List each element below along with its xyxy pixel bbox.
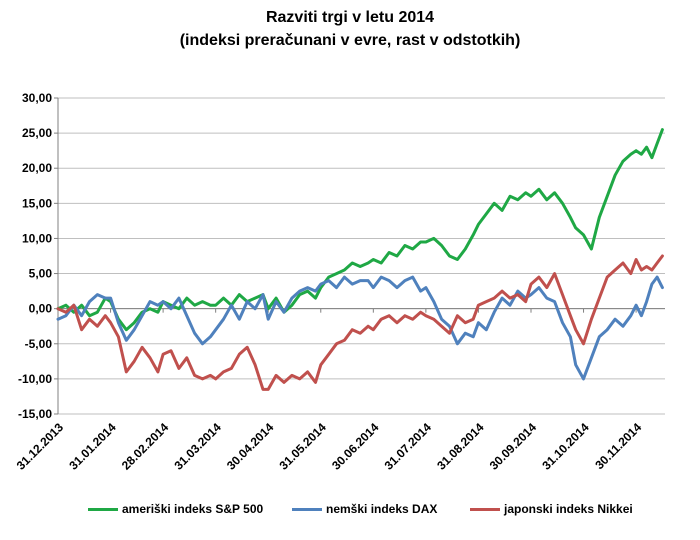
x-tick-label: 31.10.2014 [539,420,592,473]
x-tick-label: 30.09.2014 [487,420,540,473]
series-line-0 [56,128,664,332]
legend-swatch [292,507,322,511]
x-tick-label: 30.04.2014 [224,420,277,473]
y-tick-label: 25,00 [22,126,52,140]
chart-title: Razviti trgi v letu 2014 [265,9,435,26]
x-tick-label: 31.03.2014 [171,420,224,473]
legend-item-0: ameriški indeks S&P 500 [88,502,263,516]
x-tick-label: 31.08.2014 [434,420,487,473]
y-tick-label: 20,00 [22,161,52,175]
legend: ameriški indeks S&P 500 nemški indeks DAX… [0,502,700,522]
x-tick-label: 31.01.2014 [66,420,119,473]
legend-item-1: nemški indeks DAX [292,502,437,516]
x-tick-label: 30.11.2014 [592,420,644,472]
x-tick-label: 31.07.2014 [382,420,435,473]
y-tick-label: -5,00 [25,337,53,351]
y-tick-label: 10,00 [22,231,52,245]
y-tick-label: -10,00 [18,372,52,386]
legend-label: ameriški indeks S&P 500 [122,502,264,516]
legend-label: nemški indeks DAX [326,502,438,516]
x-tick-label: 30.06.2014 [329,420,382,473]
chart-subtitle: (indeksi preračunani v evre, rast v odst… [179,32,521,49]
series-line-1 [56,275,664,381]
x-tick-label: 31.12.2013 [14,420,67,473]
y-tick-label: 5,00 [29,267,53,281]
legend-label: japonski indeks Nikkei [504,502,633,516]
y-tick-label: 15,00 [22,196,52,210]
legend-item-2: japonski indeks Nikkei [470,502,633,516]
legend-swatch [470,507,500,511]
y-tick-label: 0,00 [29,302,53,316]
x-tick-label: 28.02.2014 [119,420,172,473]
series-line-2 [56,254,664,391]
y-tick-label: 30,00 [22,91,52,105]
x-tick-label: 31.05.2014 [277,420,330,473]
legend-swatch [88,507,118,511]
y-tick-label: -15,00 [18,407,52,421]
